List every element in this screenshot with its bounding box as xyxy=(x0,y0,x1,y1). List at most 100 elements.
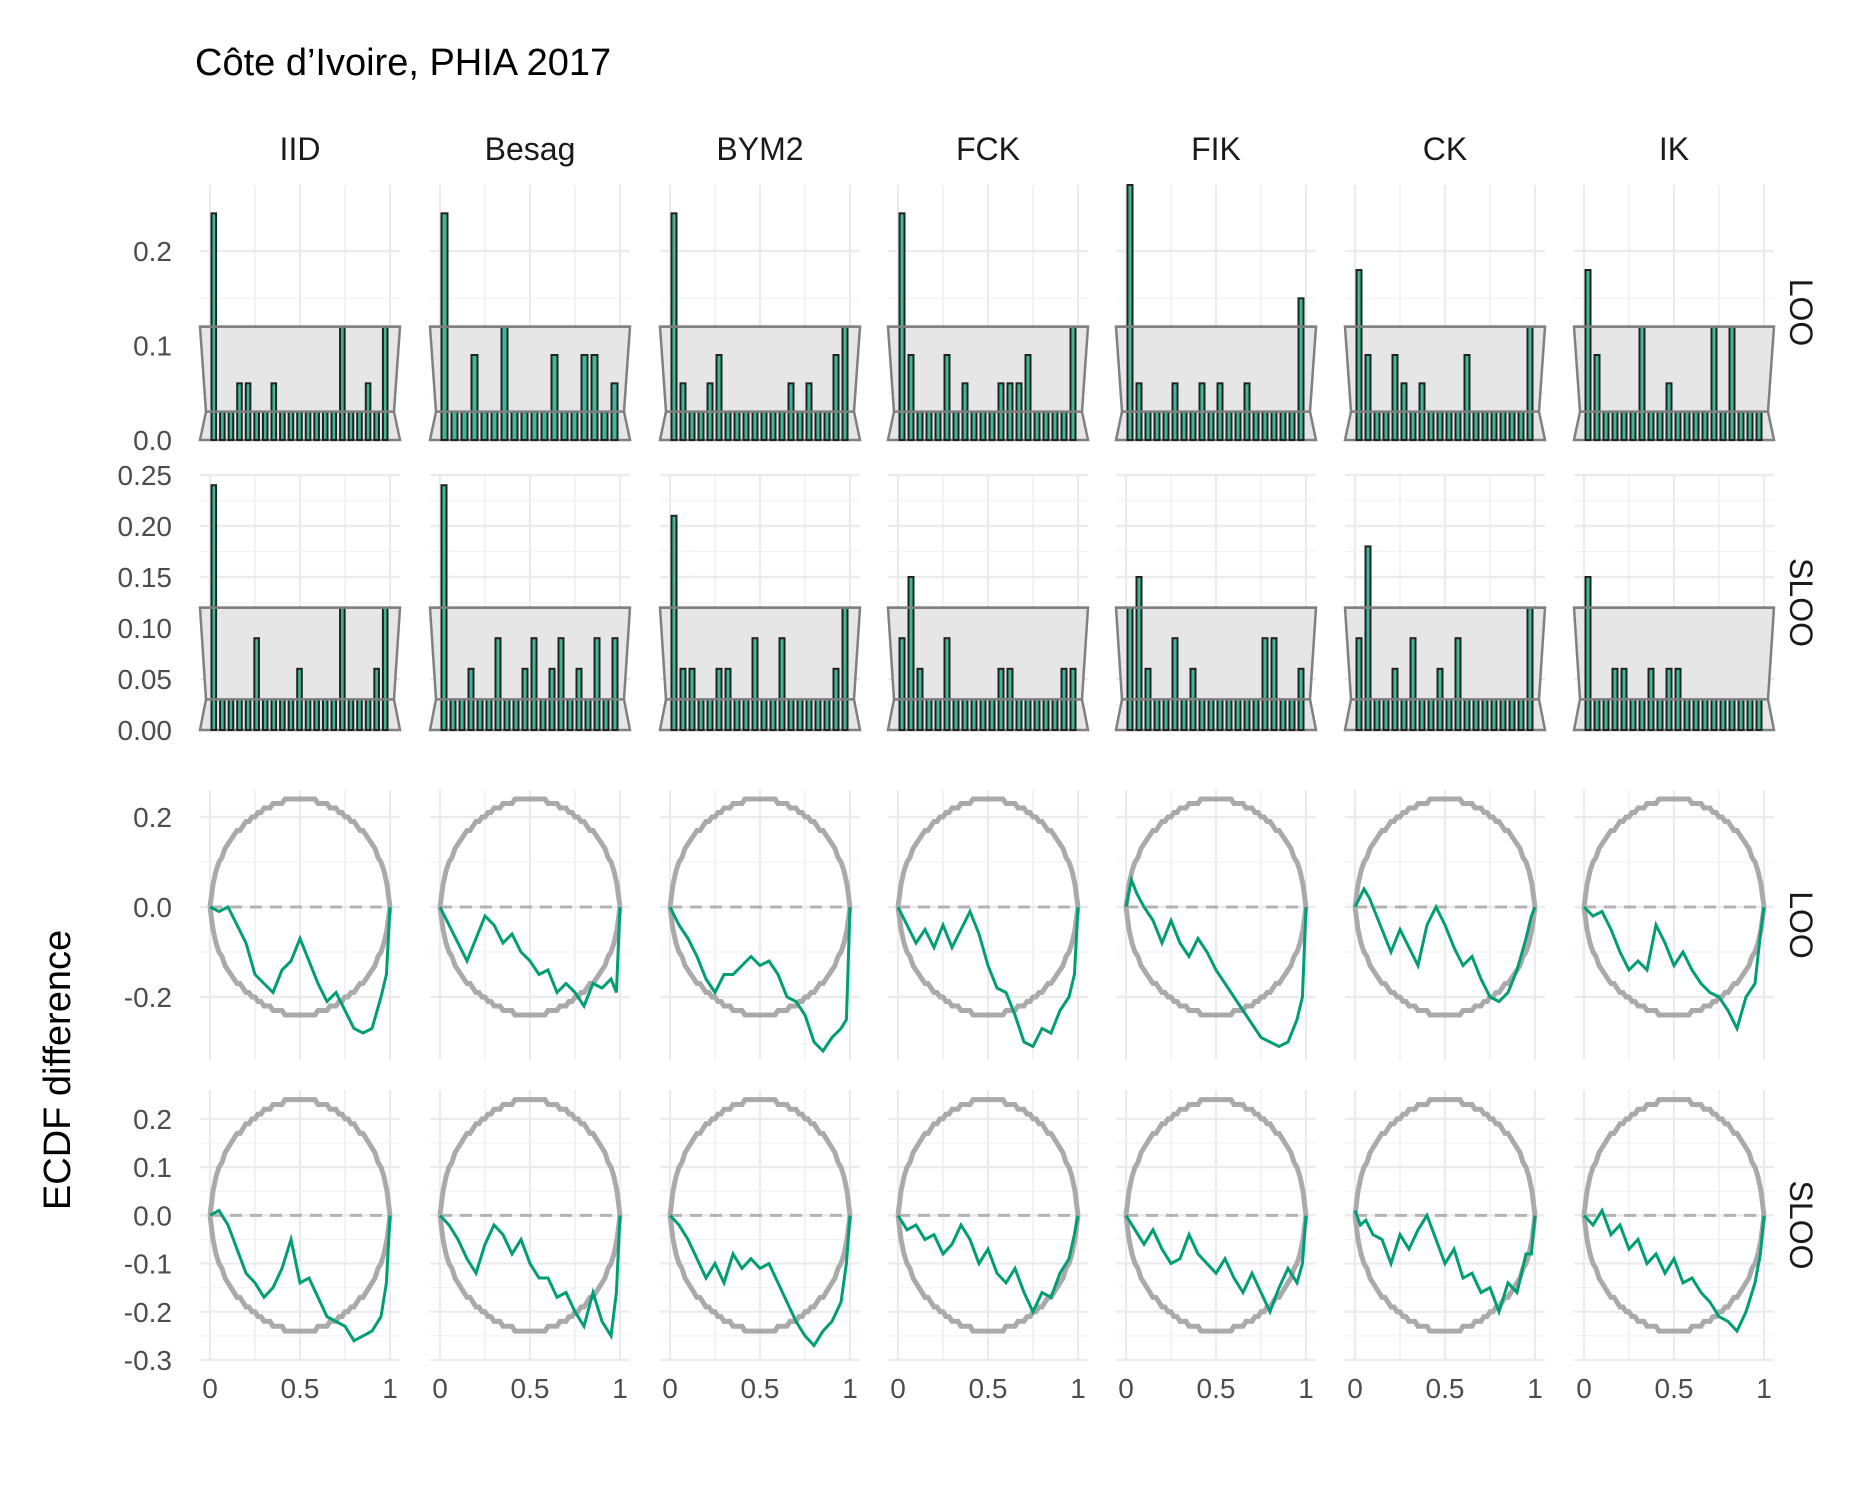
panel-ecdf-sloo-iid xyxy=(200,1090,400,1362)
ecdf-band-upper xyxy=(437,796,623,908)
histogram-bar xyxy=(688,410,696,441)
ecdf-band-upper xyxy=(667,796,853,908)
ecdf-band-lower xyxy=(207,1215,393,1334)
histogram-bar xyxy=(1746,698,1754,732)
histogram-bar xyxy=(970,410,978,441)
panel-hist-sloo-bym2 xyxy=(658,473,862,732)
histogram-bar xyxy=(1755,410,1763,441)
histogram-bar xyxy=(1261,410,1269,441)
facet-col-label-fik: FIK xyxy=(1191,131,1241,167)
ecdf-difference-line xyxy=(668,1214,852,1348)
histogram-bar xyxy=(751,637,759,732)
histogram-bar xyxy=(1490,698,1498,732)
histogram-bar xyxy=(347,410,355,441)
histogram-bar xyxy=(480,410,489,441)
histogram-bar xyxy=(898,637,906,732)
y-tick-label: -0.1 xyxy=(124,1249,172,1280)
histogram-bar xyxy=(1126,184,1134,441)
ecdf-band-upper xyxy=(207,1097,393,1216)
histogram-bar xyxy=(715,354,723,441)
histogram-bar xyxy=(670,514,678,731)
histogram-bar xyxy=(1463,354,1471,441)
histogram-bar xyxy=(1656,410,1664,441)
histogram-bar xyxy=(557,637,565,732)
histogram-bar xyxy=(373,410,380,441)
panel-hist-loo-iid xyxy=(198,185,402,442)
histogram-bar xyxy=(943,637,951,732)
y-tick-label: -0.2 xyxy=(124,1297,172,1328)
histogram-bar xyxy=(706,698,714,732)
x-tick-label: 1 xyxy=(1298,1373,1314,1404)
histogram-bar xyxy=(814,410,822,441)
y-tick-label: 0.1 xyxy=(133,1152,172,1183)
x-tick-label: 1 xyxy=(1527,1373,1543,1404)
histogram-bar xyxy=(697,410,705,441)
histogram-bar xyxy=(778,637,786,732)
x-tick-label: 0 xyxy=(1118,1373,1134,1404)
histogram-bar xyxy=(339,606,346,731)
histogram-bar xyxy=(1454,637,1462,732)
histogram-bar xyxy=(1719,410,1727,441)
histogram-bar xyxy=(449,698,457,732)
x-tick-label: 0 xyxy=(202,1373,218,1404)
histogram-bar xyxy=(925,410,933,441)
x-tick-label: 1 xyxy=(1070,1373,1086,1404)
ecdf-difference-line xyxy=(1582,905,1766,1033)
histogram-bar xyxy=(1602,698,1610,732)
histogram-bar xyxy=(1638,698,1646,732)
histogram-bar xyxy=(460,410,469,441)
histogram-bar xyxy=(1427,410,1435,441)
y-axis-label: ECDF difference xyxy=(37,930,79,1210)
panel-hist-loo-besag xyxy=(428,185,632,442)
histogram-bar xyxy=(1051,698,1059,732)
histogram-bar xyxy=(1069,325,1077,441)
histogram-bar xyxy=(313,698,320,732)
y-tick-label: 0.05 xyxy=(118,664,173,695)
histogram-bar xyxy=(814,698,822,732)
histogram-bar xyxy=(236,698,243,732)
histogram-bar xyxy=(1225,698,1233,732)
panel-hist-sloo-ik xyxy=(1572,473,1776,732)
histogram-bar xyxy=(1382,410,1390,441)
histogram-bar xyxy=(476,698,484,732)
panel-hist-loo-fck xyxy=(886,185,1090,442)
histogram-bar xyxy=(1288,698,1296,732)
panel-ecdf-sloo-besag xyxy=(430,1090,630,1362)
y-tick-label: 0.0 xyxy=(133,1200,172,1231)
confidence-band xyxy=(428,325,632,442)
histogram-bar xyxy=(1499,698,1507,732)
ecdf-band-upper xyxy=(895,796,1081,908)
histogram-bar xyxy=(590,354,599,441)
ecdf-band-upper xyxy=(1581,1097,1767,1216)
histogram-bar xyxy=(381,325,389,441)
facet-col-label-ck: CK xyxy=(1423,131,1467,167)
histogram-bar xyxy=(760,698,768,732)
histogram-bar xyxy=(1234,698,1242,732)
ecdf-band-upper xyxy=(437,1097,623,1216)
histogram-bar xyxy=(550,354,559,441)
ecdf-difference-line xyxy=(209,904,392,1035)
histogram-bar xyxy=(485,698,493,732)
histogram-bar xyxy=(1755,698,1763,732)
histogram-bar xyxy=(1427,698,1435,732)
histogram-bar xyxy=(584,698,592,732)
histogram-bar xyxy=(510,410,519,441)
histogram-bar xyxy=(724,410,732,441)
histogram-bar xyxy=(1454,410,1462,441)
ecdf-difference-line xyxy=(1124,1214,1308,1316)
histogram-bar xyxy=(1024,698,1032,732)
ecdf-band-upper xyxy=(1123,1097,1309,1216)
histogram-bar xyxy=(952,698,960,732)
y-tick-label: 0.0 xyxy=(133,892,172,923)
ecdf-band-upper xyxy=(895,1097,1081,1216)
panel-ecdf-sloo-bym2 xyxy=(660,1090,860,1362)
y-tick-label: -0.2 xyxy=(124,982,172,1013)
ecdf-band-lower xyxy=(1352,906,1538,1018)
histogram-bar xyxy=(1683,698,1691,732)
histogram-bar xyxy=(593,637,601,732)
histogram-bar xyxy=(539,698,547,732)
histogram-bar xyxy=(1445,410,1453,441)
ecdf-band-lower xyxy=(895,906,1081,1018)
histogram-bar xyxy=(760,410,768,441)
histogram-bar xyxy=(566,698,574,732)
